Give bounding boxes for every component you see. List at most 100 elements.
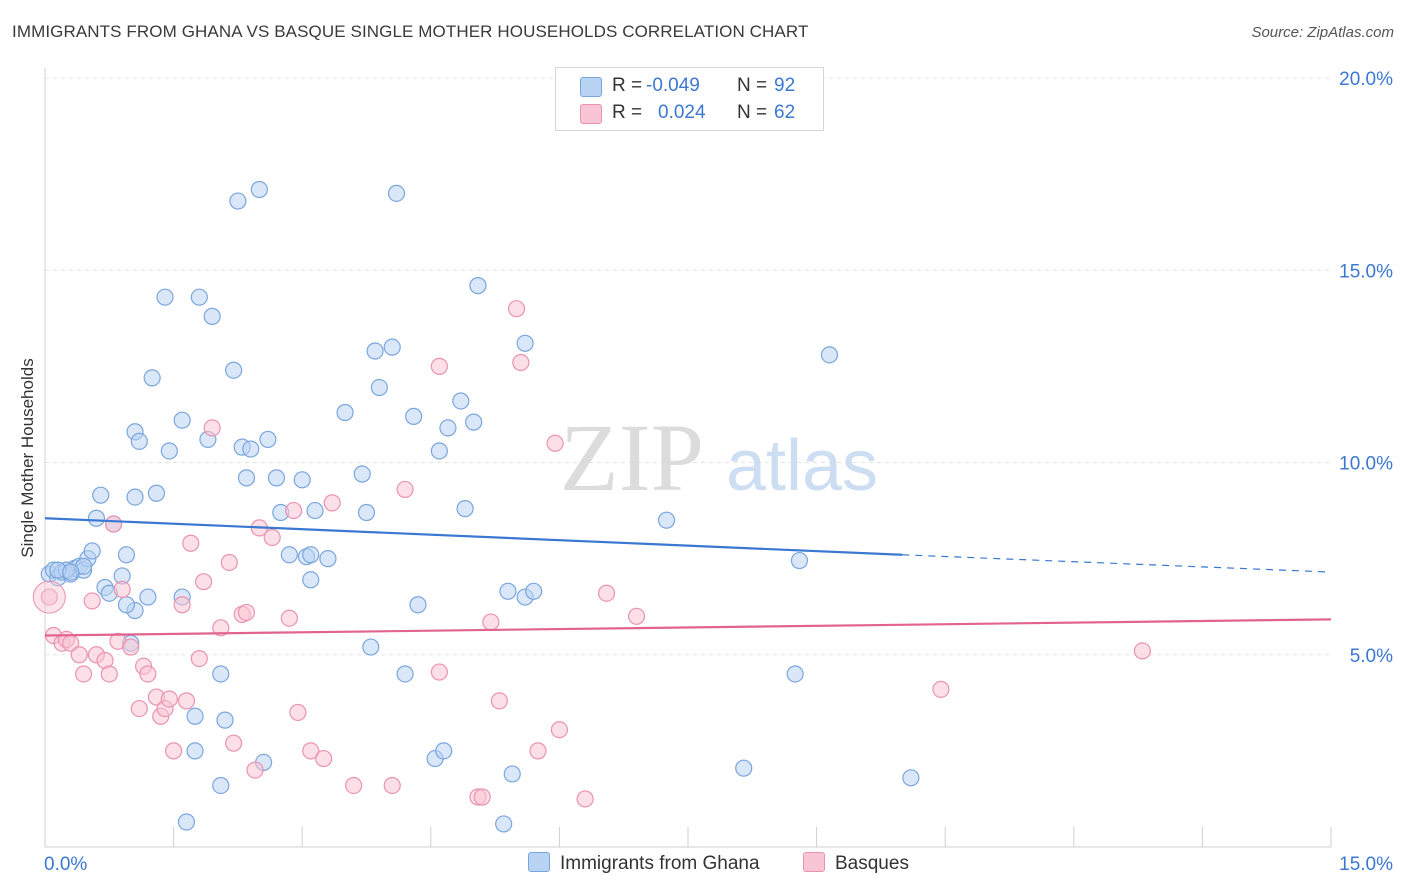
ghana-point	[735, 759, 753, 777]
basques-point	[182, 534, 200, 552]
ghana-point	[503, 765, 521, 783]
ghana-point	[362, 638, 380, 656]
ghana-point	[173, 411, 191, 429]
basques-point	[165, 742, 183, 760]
ghana-point	[790, 551, 809, 570]
basques-point	[323, 494, 341, 512]
basques-point	[104, 515, 123, 533]
basques-point	[383, 776, 401, 795]
ghana-point	[156, 288, 174, 306]
basques-point	[122, 638, 140, 656]
basques-point	[32, 580, 66, 614]
ghana-point	[216, 711, 234, 729]
ghana-point	[387, 184, 406, 202]
ghana-point	[212, 665, 230, 683]
basques-point	[529, 742, 547, 760]
basques-point	[139, 665, 157, 683]
source-label: Source: ZipAtlas.com	[1251, 24, 1394, 41]
basques-point	[550, 721, 569, 739]
ghana-point	[409, 596, 427, 614]
y-axis-label: Single Mother Households	[18, 358, 37, 558]
ghana-point	[117, 596, 136, 614]
ghana-point	[267, 469, 286, 487]
legend-n-label: N =	[737, 102, 768, 123]
basques-point	[315, 749, 333, 768]
basques-point	[263, 528, 281, 547]
ghana-point	[366, 342, 384, 360]
ghana-point	[130, 432, 148, 450]
ghana-point	[495, 815, 513, 833]
watermark: ZIP atlas	[560, 404, 878, 511]
basques-point	[473, 788, 491, 806]
ghana-trend-extension	[902, 554, 1332, 573]
basques-point	[190, 649, 208, 668]
tick-labels: 5.0% 10.0% 15.0% 20.0% 0.0% 15.0%	[44, 69, 1393, 875]
y-tick-label: 5.0%	[1350, 646, 1393, 667]
ghana-point	[516, 334, 534, 352]
basques-point	[482, 613, 500, 631]
basques-point	[396, 480, 414, 499]
axes	[44, 68, 1332, 848]
ghana-point	[203, 307, 221, 325]
basques-point	[302, 742, 320, 760]
ghana-point	[83, 542, 101, 560]
basques-point	[74, 665, 93, 683]
ghana-point	[405, 407, 423, 425]
ghana-point	[465, 413, 483, 431]
basques-point	[490, 692, 508, 710]
ghana-point	[117, 546, 136, 564]
ghana-point	[143, 369, 161, 387]
x-tick-label: 0.0%	[44, 854, 87, 875]
legend-n-value: 62	[774, 102, 796, 123]
ghana-point	[237, 469, 256, 487]
series-legend-ghana[interactable]: Immigrants from Ghana	[528, 852, 760, 875]
ghana-point	[319, 550, 337, 568]
ghana-point	[229, 192, 247, 210]
basques-point	[1133, 642, 1151, 660]
basques-point	[285, 501, 303, 520]
basques-point	[576, 790, 594, 808]
ghana-point	[62, 563, 80, 581]
watermark-zip: ZIP	[560, 404, 704, 511]
basques-point	[512, 353, 530, 372]
legend-swatch-basques	[580, 104, 602, 124]
basques-point	[345, 776, 363, 795]
basques-trend-line	[44, 618, 1332, 637]
series-legend-basques[interactable]: Basques	[803, 852, 909, 875]
ghana-trend-line	[44, 517, 903, 556]
basques-point	[130, 699, 148, 718]
ghana-point	[212, 776, 230, 795]
basques-point	[195, 573, 213, 591]
ghana-point	[336, 403, 354, 422]
legend-r-label: R =	[612, 102, 643, 123]
ghana-point	[302, 546, 320, 564]
basques-point	[220, 553, 238, 572]
x-tick-label: 15.0%	[1339, 854, 1393, 875]
series-swatch-ghana	[528, 852, 550, 872]
y-tick-label: 10.0%	[1339, 454, 1393, 475]
legend-n-value: 92	[774, 75, 796, 96]
ghana-point	[469, 277, 487, 295]
ghana-point	[452, 392, 470, 410]
ghana-point	[87, 509, 106, 527]
ghana-point	[456, 500, 474, 518]
ghana-point	[499, 582, 517, 600]
ghana-point	[525, 582, 543, 600]
basques-point	[597, 584, 616, 602]
y-tick-label: 20.0%	[1339, 69, 1393, 90]
basques-point	[237, 603, 256, 622]
basques-point	[177, 692, 196, 710]
basques-point	[246, 761, 264, 779]
ghana-point	[902, 769, 920, 787]
data-points	[32, 180, 1151, 833]
ghana-point	[92, 486, 110, 504]
basques-point	[280, 609, 298, 627]
watermark-atlas: atlas	[726, 426, 878, 506]
legend-n-label: N =	[737, 75, 768, 96]
basques-point	[430, 663, 448, 681]
ghana-point	[435, 742, 453, 760]
basques-point	[289, 703, 307, 722]
series-name-ghana: Immigrants from Ghana	[560, 853, 760, 874]
ghana-point	[383, 338, 401, 356]
basques-point	[83, 592, 101, 610]
